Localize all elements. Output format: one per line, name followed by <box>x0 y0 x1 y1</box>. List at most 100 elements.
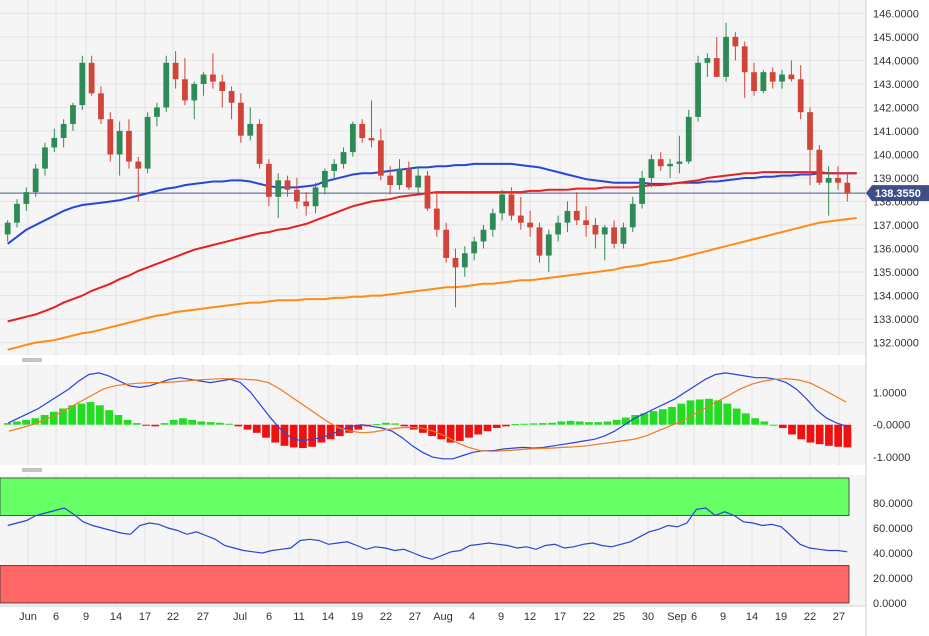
macd-histogram-bar <box>142 424 150 426</box>
moving-average-line <box>7 171 857 323</box>
candle-body <box>741 46 748 73</box>
macd-histogram-bar <box>59 408 67 425</box>
macd-histogram-bar <box>640 413 649 425</box>
candle-body <box>126 130 132 162</box>
candle-body <box>303 201 310 207</box>
macd-histogram-bar <box>769 424 778 426</box>
candle-body <box>592 225 599 235</box>
candle-body <box>331 163 338 171</box>
price-tick-label: 139.0000 <box>873 173 919 185</box>
candle-body <box>601 227 608 235</box>
x-tick-label: 27 <box>833 611 845 623</box>
x-tick-label: 6 <box>53 611 59 623</box>
panel-divider-2[interactable] <box>0 466 866 474</box>
x-tick-label: 27 <box>197 611 209 623</box>
macd-histogram-bar <box>677 403 686 425</box>
candle-body <box>676 161 683 164</box>
macd-histogram-bar <box>215 422 224 425</box>
candle-body <box>219 81 226 91</box>
candle-body <box>751 72 757 91</box>
x-tick-label: 17 <box>554 611 566 623</box>
candle-body <box>359 123 366 139</box>
candle-body <box>321 170 328 188</box>
x-tick-label: 14 <box>322 611 334 623</box>
price-tick-label: 132.0000 <box>873 338 919 350</box>
candle-body <box>247 123 254 136</box>
macd-histogram-bar <box>299 424 307 449</box>
candle-body <box>704 58 711 63</box>
macd-histogram-bar <box>529 423 538 425</box>
macd-tick-label: 1.0000 <box>873 387 907 399</box>
macd-histogram-bar <box>705 398 713 425</box>
macd-histogram-bar <box>797 424 806 440</box>
macd-histogram-bar <box>243 424 252 430</box>
candle-body <box>191 83 198 101</box>
candle-body <box>51 138 58 148</box>
resize-handle-icon[interactable] <box>22 468 42 472</box>
candle-body <box>98 93 104 120</box>
macd-histogram-bar <box>308 424 317 447</box>
candle-body <box>583 220 589 226</box>
macd-histogram-bar <box>289 424 298 448</box>
candle-body <box>788 74 795 80</box>
macd-histogram-bar <box>345 424 353 433</box>
x-tick-label: Jun <box>19 611 37 623</box>
price-tick-label: 142.0000 <box>873 102 919 114</box>
macd-histogram-bar <box>585 422 593 425</box>
macd-histogram-bar <box>668 406 676 425</box>
macd-histogram-bar <box>317 424 326 443</box>
macd-histogram-bar <box>252 424 261 433</box>
macd-histogram-bar <box>714 400 723 425</box>
macd-histogram-bar <box>169 419 178 425</box>
candle-body <box>377 140 384 176</box>
x-tick-label: 25 <box>613 611 625 623</box>
candle-body <box>732 36 739 47</box>
candle-body <box>415 175 422 188</box>
candle-body <box>713 58 720 77</box>
price-tick-label: 143.0000 <box>873 79 919 91</box>
macd-tick-label: -1.0000 <box>873 452 910 464</box>
candle-body <box>210 74 216 82</box>
moving-average-line <box>7 162 857 245</box>
macd-histogram-bar <box>105 410 114 425</box>
macd-histogram-bar <box>603 421 612 425</box>
panel-divider-1[interactable] <box>0 356 866 364</box>
macd-histogram-bar <box>446 424 455 443</box>
macd-histogram-bar <box>815 424 824 445</box>
x-tick-label: Jul <box>233 611 247 623</box>
candle-body <box>23 192 30 204</box>
macd-histogram-bar <box>538 423 547 425</box>
macd-histogram-bar <box>825 424 833 446</box>
candle-body <box>639 178 645 204</box>
candle-body <box>14 203 20 223</box>
resize-handle-icon[interactable] <box>22 358 42 362</box>
macd-histogram-bar <box>280 424 289 446</box>
x-tick-label: 22 <box>583 611 595 623</box>
candle-body <box>60 123 67 139</box>
macd-histogram-bar <box>188 419 197 425</box>
macd-tick-label: -0.0000 <box>873 420 910 432</box>
x-tick-label: 12 <box>524 611 536 623</box>
macd-histogram-bar <box>631 415 640 425</box>
x-tick-label: 14 <box>110 611 122 623</box>
candle-body <box>349 123 356 153</box>
candle-body <box>536 227 543 256</box>
candle-body <box>144 116 151 169</box>
price-tag-text: 138.3550 <box>875 188 921 200</box>
moving-average-layer <box>7 162 857 351</box>
candle-body <box>816 149 823 183</box>
macd-histogram-bar <box>382 422 390 425</box>
candle-body <box>480 229 487 242</box>
candle-body <box>200 74 207 84</box>
macd-histogram-bar <box>575 421 584 425</box>
candle-body <box>256 123 263 164</box>
macd-histogram-bar <box>234 424 243 427</box>
x-axis-bg <box>0 605 866 636</box>
candle-body <box>620 227 627 244</box>
macd-histogram-bar <box>723 403 732 425</box>
candle-body <box>172 62 179 80</box>
rsi-tick-label: 40.0000 <box>873 548 913 560</box>
macd-histogram-bar <box>649 411 658 425</box>
candle-body <box>293 189 300 202</box>
candle-body <box>825 178 832 183</box>
